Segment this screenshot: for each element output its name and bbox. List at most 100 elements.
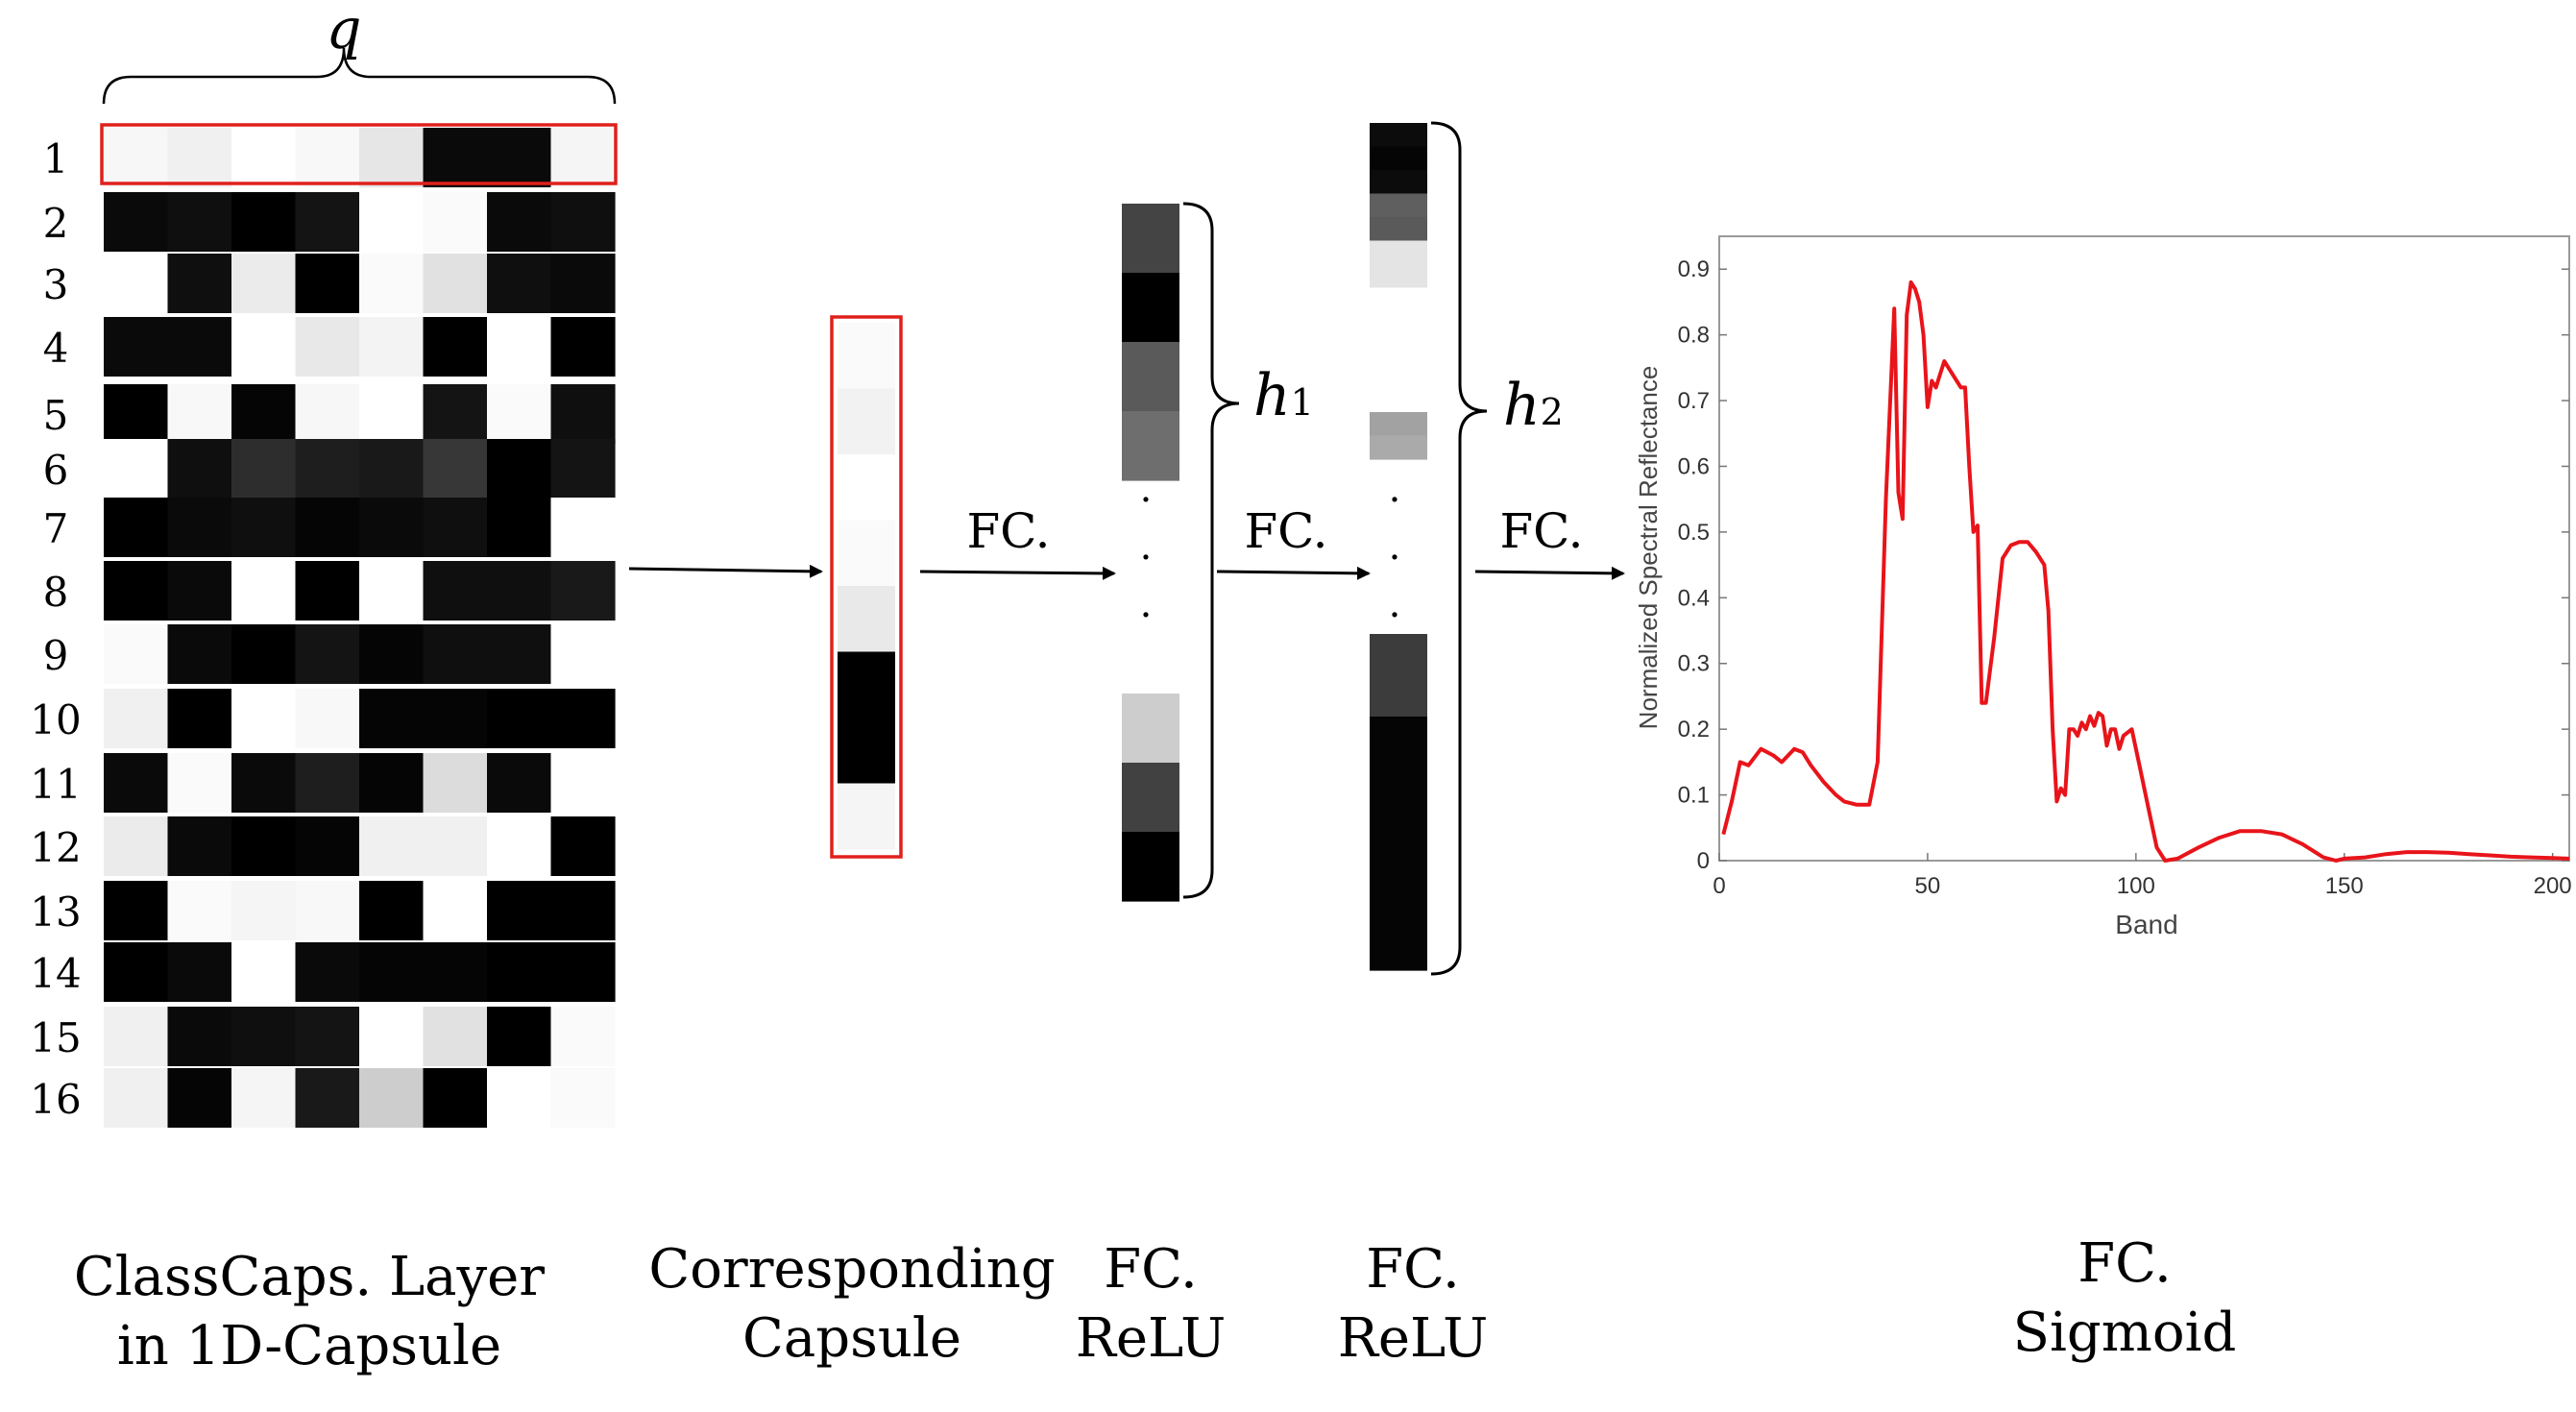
caption-classcaps-line1: ClassCaps. Layer — [74, 1246, 545, 1308]
capsule-matrix-cell — [359, 561, 425, 621]
capsule-matrix-cell — [295, 1007, 360, 1066]
caption-relu1-line2: ReLU — [1076, 1307, 1227, 1370]
capsule-matrix-cell — [231, 384, 297, 444]
capsule-matrix-cell — [231, 561, 297, 621]
capsule-matrix-cell — [231, 881, 297, 940]
capsule-matrix-cell — [423, 498, 488, 557]
capsule-matrix-cell — [295, 384, 360, 444]
capsule-matrix-cell — [167, 1068, 232, 1128]
capsule-row-label: 12 — [30, 824, 81, 871]
capsule-matrix-cell — [550, 498, 616, 557]
capsule-row-label: 5 — [43, 392, 69, 439]
capsule-matrix-cell — [423, 1068, 488, 1128]
capsule-matrix-cell — [487, 881, 552, 940]
capsule-matrix-cell — [167, 498, 232, 557]
capsule-matrix-cell — [104, 624, 169, 684]
h2-unit — [1370, 264, 1427, 289]
capsule-matrix-cell — [550, 1068, 616, 1128]
capsule-matrix-cell — [167, 254, 232, 313]
hidden-layer-h2-top-units — [1370, 123, 1427, 460]
capsule-matrix-cell — [295, 254, 360, 313]
capsule-matrix-cell — [104, 498, 169, 557]
capsule-matrix-cell — [167, 1007, 232, 1066]
capsule-row-label: 14 — [30, 950, 81, 997]
h2-unit — [1370, 146, 1427, 171]
capsule-matrix-cell — [550, 753, 616, 813]
capsule-matrix-cell — [295, 498, 360, 557]
capsule-row-label: 8 — [43, 569, 69, 616]
matrix-width-label-q: q — [326, 0, 361, 61]
capsule-matrix-cell — [550, 317, 616, 377]
capsule-matrix-cell — [167, 689, 232, 748]
capsule-row-label: 6 — [43, 447, 69, 494]
capsule-vector-cell — [838, 520, 895, 587]
capsule-row-label: 2 — [43, 200, 69, 247]
capsule-vector-cell — [838, 454, 895, 522]
capsule-matrix-cell — [359, 689, 425, 748]
capsule-vector-cell — [838, 388, 895, 455]
arrow-h2-to-output — [1474, 566, 1625, 580]
capsule-matrix-cell — [359, 624, 425, 684]
capsule-matrix-cell — [487, 1068, 552, 1128]
capsule-matrix-cell — [104, 1007, 169, 1066]
capsule-matrix-cell — [104, 317, 169, 377]
capsule-matrix-cell — [295, 816, 360, 876]
chart-y-tick-label: 0 — [1697, 848, 1710, 874]
capsule-matrix-cell — [104, 384, 169, 444]
capsule-matrix-cell — [295, 624, 360, 684]
capsule-matrix-cell — [167, 942, 232, 1002]
capsule-matrix-cell — [231, 816, 297, 876]
chart-y-tick-label: 0.2 — [1678, 717, 1710, 743]
h2-unit — [1370, 412, 1427, 437]
capsule-vector-cell — [838, 783, 895, 850]
hidden-layer-h1-bottom-units — [1122, 694, 1179, 902]
capsule-matrix-cell — [487, 1007, 552, 1066]
h2-ellipsis-dot-3: . — [1389, 582, 1401, 626]
capsule-row-label: 3 — [43, 261, 69, 308]
capsule-matrix-cell — [423, 942, 488, 1002]
capsule-vector-cell — [838, 651, 895, 718]
capsule-matrix-cell — [295, 689, 360, 748]
capsule-matrix-cell — [487, 384, 552, 444]
capsule-matrix-cell — [550, 254, 616, 313]
capsule-matrix-cell — [550, 1007, 616, 1066]
capsule-matrix-cell — [550, 384, 616, 444]
capsule-row-label: 15 — [30, 1014, 81, 1061]
capsule-matrix-cell — [104, 1068, 169, 1128]
capsule-matrix-cell — [104, 753, 169, 813]
h1-ellipsis-dot-2: . — [1140, 524, 1153, 569]
capsule-matrix-cell — [423, 1007, 488, 1066]
classcaps-capsule-matrix — [104, 128, 616, 1128]
capsule-matrix-cell — [359, 192, 425, 252]
capsule-matrix-cell — [295, 1068, 360, 1128]
capsule-row-label: 13 — [30, 889, 81, 936]
capsule-matrix-cell — [550, 816, 616, 876]
chart-x-tick-label: 0 — [1713, 873, 1725, 899]
h2-unit — [1370, 217, 1427, 242]
capsule-matrix-cell — [550, 192, 616, 252]
capsule-matrix-cell — [295, 317, 360, 377]
capsule-matrix-cell — [550, 942, 616, 1002]
capsule-matrix-cell — [359, 384, 425, 444]
h2-brace — [1430, 121, 1488, 976]
capsule-matrix-cell — [104, 881, 169, 940]
h1-label: h1 — [1253, 362, 1314, 429]
capsule-matrix-cell — [295, 942, 360, 1002]
chart-y-tick-label: 0.4 — [1678, 585, 1710, 611]
arrow-capsule-to-h1 — [919, 566, 1116, 580]
h2-ellipsis-dot-1: . — [1389, 467, 1401, 511]
capsule-matrix-cell — [487, 317, 552, 377]
corresponding-capsule-vector — [838, 323, 895, 850]
capsule-matrix-cell — [359, 942, 425, 1002]
h2-unit — [1370, 123, 1427, 148]
capsule-matrix-cell — [231, 624, 297, 684]
h1-ellipsis-dot-1: . — [1140, 467, 1153, 511]
capsule-matrix-cell — [550, 624, 616, 684]
capsule-matrix-cell — [167, 816, 232, 876]
capsule-matrix-cell — [104, 192, 169, 252]
h2-unit — [1370, 634, 1427, 718]
capsule-matrix-cell — [167, 561, 232, 621]
capsule-matrix-cell — [295, 561, 360, 621]
